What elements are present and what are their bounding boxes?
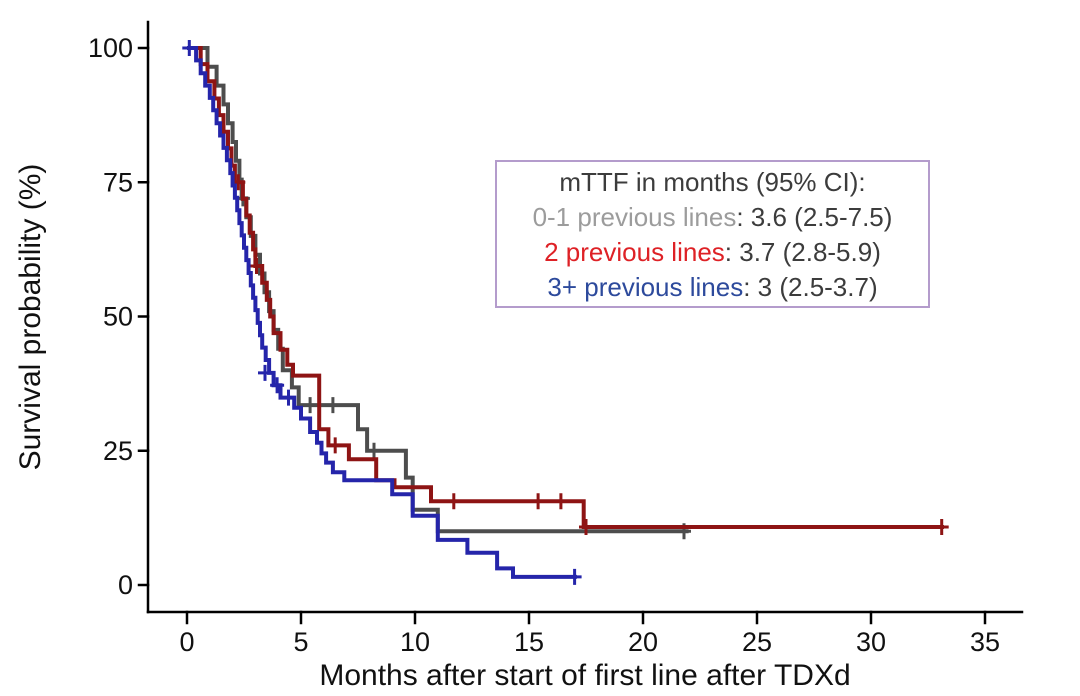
- censor-mark-2-previous-lines: [553, 493, 568, 510]
- x-tick-label: 15: [514, 627, 544, 657]
- censor-mark-0-1-previous-lines: [325, 397, 340, 414]
- x-tick-label: 5: [293, 627, 308, 657]
- censor-mark-2-previous-lines: [934, 519, 949, 535]
- x-tick-label: 35: [970, 627, 1000, 657]
- y-tick-label: 50: [103, 302, 133, 332]
- censor-mark-2-previous-lines: [446, 493, 461, 510]
- annotation-entry-label: 2 previous lines: [544, 237, 725, 267]
- annotation-entry-label: 3+ previous lines: [547, 272, 744, 302]
- censor-mark-0-1-previous-lines: [303, 397, 318, 414]
- km-curve-2-previous-lines: [187, 46, 944, 529]
- y-tick-label: 100: [88, 33, 133, 63]
- annotation-entry-value: : 3 (2.5-3.7): [743, 272, 878, 302]
- annotation-entry-3-plus-previous-lines: 3+ previous lines: 3 (2.5-3.7): [497, 270, 928, 305]
- censor-mark-3-previous-lines: [182, 40, 197, 56]
- annotation-box: mTTF in months (95% CI): 0-1 previous li…: [495, 160, 930, 308]
- censor-mark-2-previous-lines: [531, 493, 546, 510]
- y-tick-label: 25: [103, 436, 133, 466]
- y-tick-label: 75: [103, 167, 133, 197]
- censor-mark-2-previous-lines: [579, 519, 593, 535]
- censor-mark-3-previous-lines: [281, 389, 296, 406]
- annotation-entry-label: 0-1 previous lines: [532, 202, 737, 232]
- annotation-title: mTTF in months (95% CI):: [559, 167, 866, 197]
- censor-mark-3-previous-lines: [258, 364, 272, 381]
- km-curves: [182, 40, 949, 585]
- x-tick-label: 10: [400, 627, 430, 657]
- censor-mark-0-1-previous-lines: [367, 442, 381, 459]
- x-tick-label: 30: [856, 627, 886, 657]
- censor-mark-3-previous-lines: [567, 568, 582, 585]
- annotation-entry-2-previous-lines: 2 previous lines: 3.7 (2.8-5.9): [497, 235, 928, 270]
- axis-ticks: 0 5 10 15 20 25 30 35 0 25 50 75 100: [88, 33, 1000, 657]
- annotation-entry-value: : 3.6 (2.5-7.5): [736, 202, 893, 232]
- x-tick-label: 0: [179, 627, 194, 657]
- x-tick-label: 25: [742, 627, 772, 657]
- y-tick-label: 0: [118, 570, 133, 600]
- y-axis-title: Survival probability (%): [14, 164, 47, 471]
- annotation-entry-0-1-previous-lines: 0-1 previous lines: 3.6 (2.5-7.5): [497, 200, 928, 235]
- censor-mark-2-previous-lines: [249, 258, 264, 274]
- censor-mark-3-previous-lines: [270, 377, 285, 394]
- km-curve-3-previous-lines: [187, 46, 577, 579]
- x-axis-title: Months after start of first line after T…: [319, 659, 850, 692]
- censor-mark-2-previous-lines: [328, 437, 343, 454]
- annotation-entry-value: : 3.7 (2.8-5.9): [724, 237, 881, 267]
- x-tick-label: 20: [628, 627, 658, 657]
